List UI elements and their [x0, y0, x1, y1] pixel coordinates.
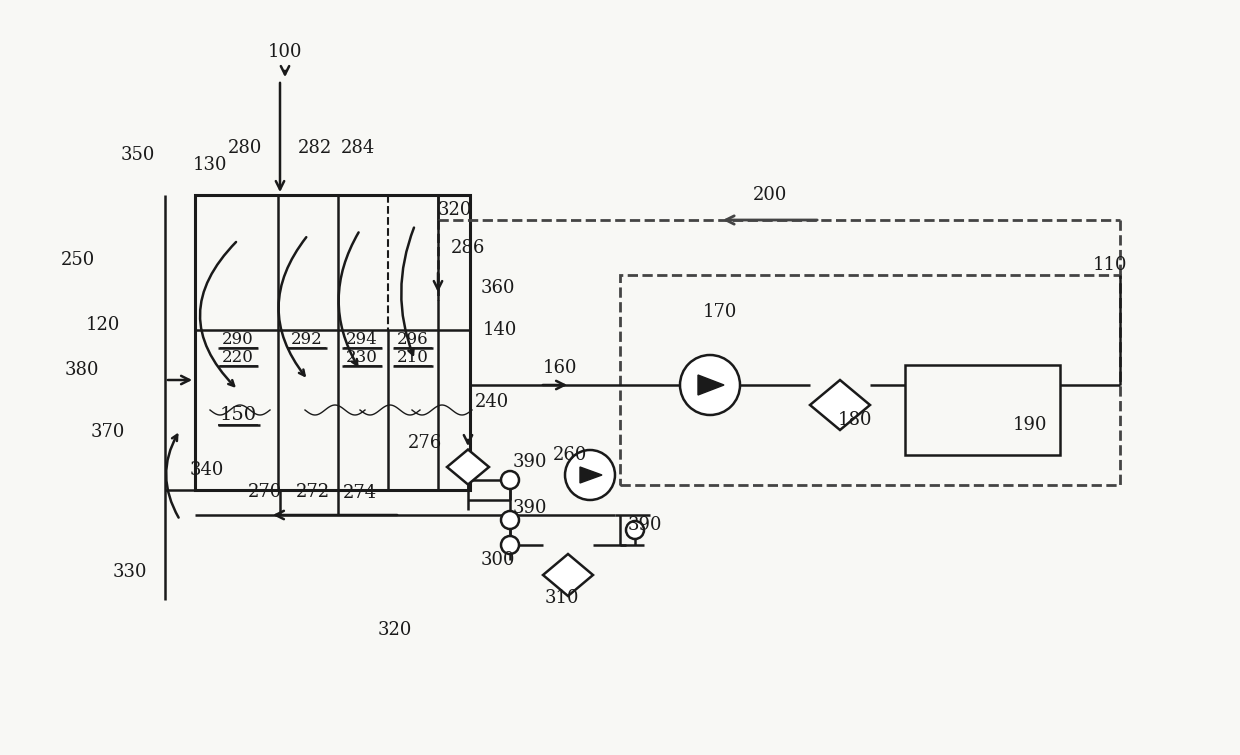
Text: 390: 390: [627, 516, 662, 534]
Text: 100: 100: [268, 43, 303, 61]
Circle shape: [501, 511, 520, 529]
Text: 274: 274: [343, 484, 377, 502]
Bar: [195, 195, 470, 490]
Text: 120: 120: [86, 316, 120, 334]
Text: 140: 140: [482, 321, 517, 339]
Text: 390: 390: [513, 499, 547, 517]
Text: 286: 286: [451, 239, 485, 257]
Text: 170: 170: [703, 303, 738, 321]
Text: 150: 150: [219, 406, 257, 424]
Circle shape: [626, 521, 644, 539]
Text: 320: 320: [378, 621, 412, 639]
Text: 270: 270: [248, 483, 283, 501]
Text: 390: 390: [513, 453, 547, 471]
Text: 272: 272: [296, 483, 330, 501]
Text: 220: 220: [222, 350, 254, 366]
Text: 180: 180: [838, 411, 872, 429]
Text: 330: 330: [113, 563, 148, 581]
Text: 380: 380: [64, 361, 99, 379]
Polygon shape: [543, 554, 593, 596]
Circle shape: [501, 536, 520, 554]
Text: 294: 294: [346, 331, 378, 349]
Text: 296: 296: [397, 331, 429, 349]
Text: 282: 282: [298, 139, 332, 157]
Text: 200: 200: [753, 186, 787, 204]
Bar: [620, 275, 1120, 485]
Bar: [905, 365, 1060, 455]
Polygon shape: [580, 467, 601, 483]
Text: 230: 230: [346, 350, 378, 366]
Text: 284: 284: [341, 139, 376, 157]
Text: 130: 130: [192, 156, 227, 174]
Circle shape: [680, 355, 740, 415]
Text: 110: 110: [1092, 256, 1127, 274]
Text: 250: 250: [61, 251, 95, 269]
Text: 260: 260: [553, 446, 588, 464]
Text: 360: 360: [481, 279, 516, 297]
Text: 276: 276: [408, 434, 443, 452]
Text: 280: 280: [228, 139, 262, 157]
Text: 350: 350: [120, 146, 155, 164]
Polygon shape: [810, 380, 870, 430]
Text: 310: 310: [544, 589, 579, 607]
Text: 320: 320: [438, 201, 472, 219]
Circle shape: [565, 450, 615, 500]
Text: 240: 240: [475, 393, 510, 411]
Text: 340: 340: [190, 461, 224, 479]
Text: 370: 370: [91, 423, 125, 441]
Polygon shape: [446, 449, 489, 485]
Text: 210: 210: [397, 350, 429, 366]
Text: 190: 190: [1013, 416, 1048, 434]
Text: 292: 292: [291, 331, 322, 349]
Circle shape: [501, 471, 520, 489]
Text: 160: 160: [543, 359, 578, 377]
Text: 300: 300: [481, 551, 516, 569]
Polygon shape: [698, 375, 724, 395]
Text: 290: 290: [222, 331, 254, 349]
